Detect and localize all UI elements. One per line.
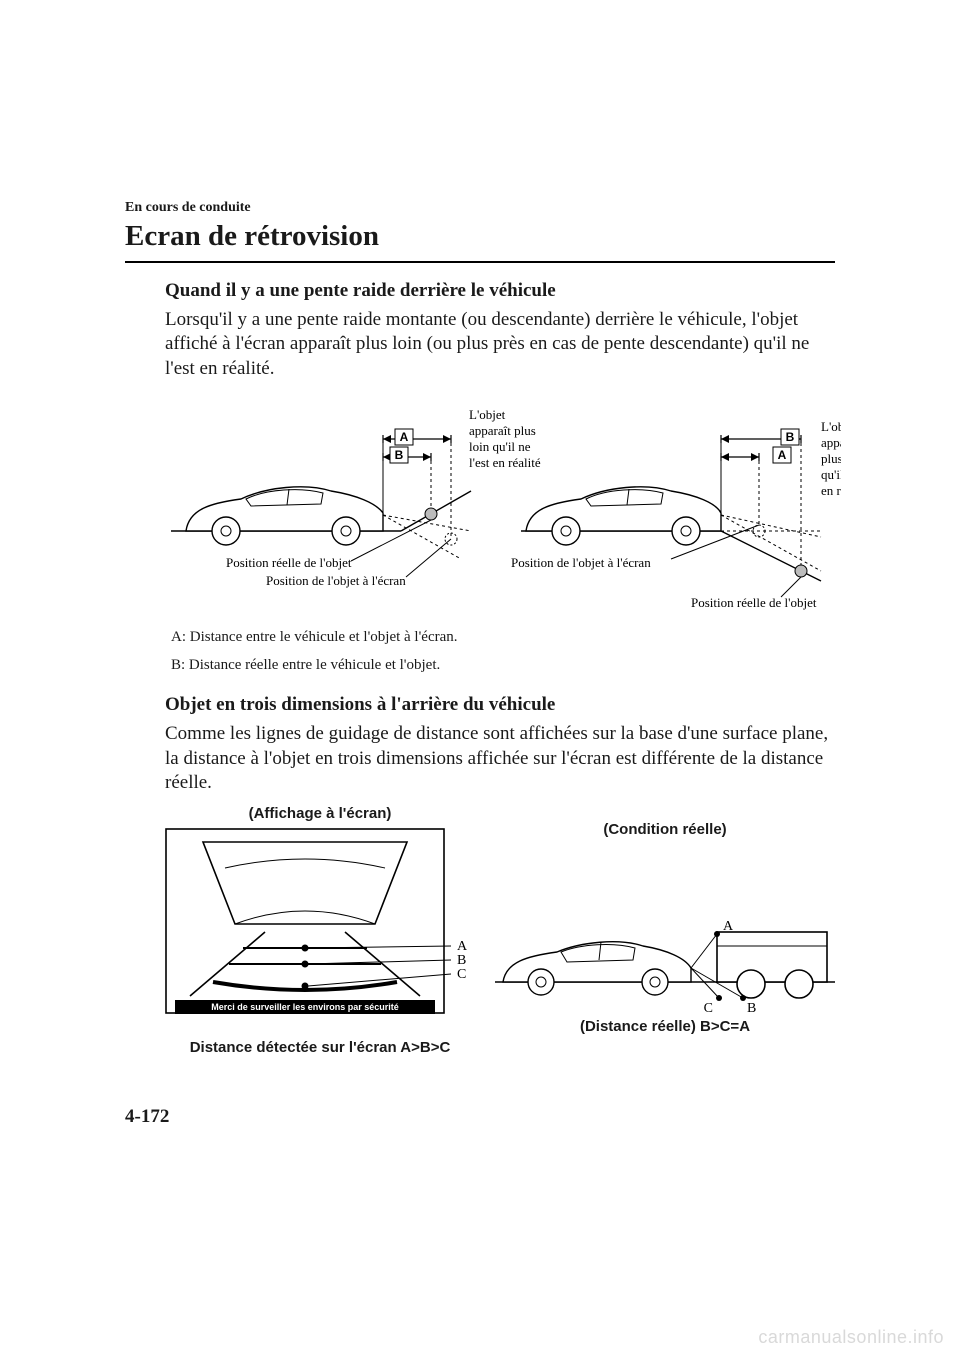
note-right-l3: plus proche [821,451,841,466]
screen-panel: (Affichage à l'écran) [165,805,475,1056]
real-panel: (Condition réelle) [495,805,835,1035]
figure-slope-svg: A B L'objet apparaît plus loin qu'il ne [171,391,841,621]
page-number: 4-172 [125,1106,169,1128]
screen-caption: Distance détectée sur l'écran A>B>C [165,1039,475,1056]
note-left-l4: l'est en réalité [469,455,541,470]
screen-svg: A B C Merci de surveiller les environs p… [165,828,475,1033]
right-diagram: B A L'objet apparaît plus proche qu'il n [511,419,841,610]
note-right-l1: L'objet [821,419,841,434]
subhead-3d: Objet en trois dimensions à l'arrière du… [165,694,835,716]
real-C: C [704,1001,713,1012]
body-slope: Lorsqu'il y a une pente raide montante (… [165,308,835,381]
kicker: En cours de conduite [125,200,835,216]
real-svg: A B C [495,872,835,1012]
subhead-slope: Quand il y a une pente raide derrière le… [165,280,835,302]
real-pos-right: Position réelle de l'objet [691,595,817,610]
screen-pos-right: Position de l'objet à l'écran [511,555,651,570]
screen-title: (Affichage à l'écran) [165,805,475,822]
label-B-left: B [395,448,404,462]
note-left-l3: loin qu'il ne [469,439,531,454]
real-title: (Condition réelle) [495,821,835,838]
running-head: En cours de conduite Ecran de rétrovisio… [125,200,835,263]
heading-rule [125,261,835,263]
label-B-right: B [786,430,795,444]
content: Quand il y a une pente raide derrière le… [165,280,835,1056]
note-right-l4: qu'il ne l'est [821,467,841,482]
label-A-left: A [400,430,409,444]
screen-A: A [457,939,468,954]
page: En cours de conduite Ecran de rétrovisio… [0,0,960,1358]
note-left-l1: L'objet [469,407,506,422]
label-A-right: A [778,448,787,462]
screen-pos-left: Position de l'objet à l'écran [266,573,406,588]
legend-A: A: Distance entre le véhicule et l'objet… [171,627,835,649]
real-A: A [723,919,734,934]
note-left-l2: apparaît plus [469,423,536,438]
screen-C: C [457,967,466,982]
screen-B: B [457,953,466,968]
body-3d: Comme les lignes de guidage de distance … [165,722,835,795]
figure-slope: A B L'objet apparaît plus loin qu'il ne [165,391,835,677]
left-diagram: A B L'objet apparaît plus loin qu'il ne [171,407,541,588]
legend-B: B: Distance réelle entre le véhicule et … [171,655,835,677]
real-pos-left: Position réelle de l'objet [226,555,352,570]
real-B: B [747,1001,756,1012]
screen-banner: Merci de surveiller les environs par séc… [211,1002,399,1012]
real-caption: (Distance réelle) B>C=A [495,1018,835,1035]
note-right-l5: en réalité [821,483,841,498]
figure-3d: (Affichage à l'écran) [165,805,835,1056]
note-right-l2: apparaît [821,435,841,450]
watermark: carmanualsonline.info [758,1327,944,1348]
section-title: Ecran de rétrovision [125,220,835,259]
